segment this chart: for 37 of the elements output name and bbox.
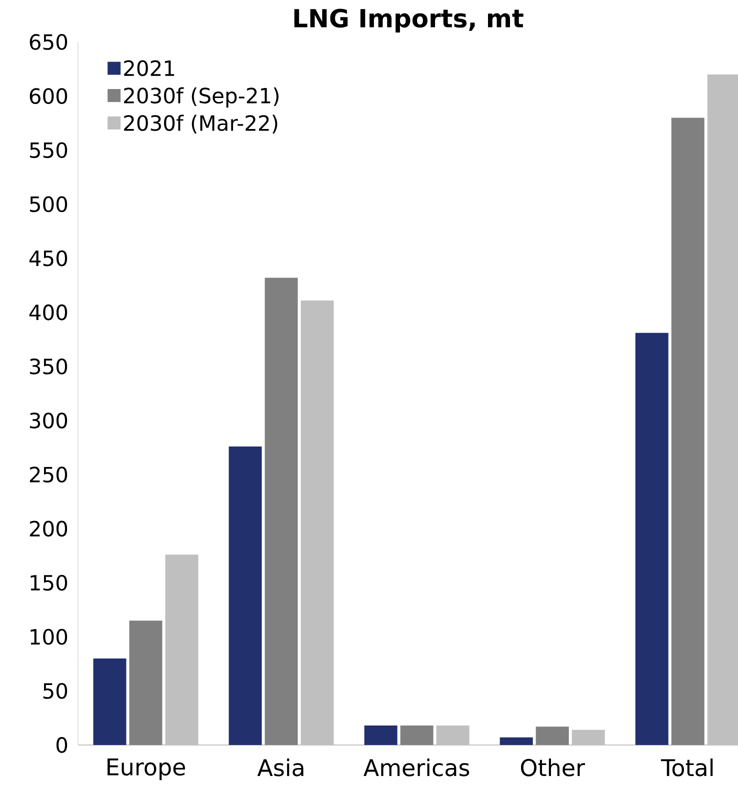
bar [129, 620, 162, 745]
bar [572, 730, 605, 745]
bar [364, 726, 398, 745]
y-tick-label: 400 [29, 304, 68, 320]
y-tick-label: 650 [30, 34, 68, 50]
x-tick-label: Other [520, 758, 585, 776]
bar [93, 658, 126, 745]
bar [264, 278, 298, 745]
y-tick-label: 250 [30, 466, 68, 483]
chart-title: LNG Imports, mt [294, 8, 524, 32]
y-tick-label: 500 [30, 196, 68, 212]
legend-label: 2021 [124, 60, 174, 76]
bar [165, 554, 198, 745]
bar [436, 726, 470, 745]
y-tick-label: 150 [30, 574, 68, 591]
y-tick-label: 0 [56, 737, 68, 753]
bar [635, 332, 668, 745]
bar [500, 737, 533, 745]
x-tick-label: Americas [364, 758, 470, 776]
bar [300, 300, 334, 745]
y-tick-label: 50 [43, 682, 68, 699]
y-tick-label: 350 [30, 358, 68, 374]
y-tick-label: 600 [30, 88, 68, 104]
y-tick-label: 200 [30, 520, 68, 537]
legend-label: 2030f (Sep-21) [124, 87, 279, 108]
bar [671, 118, 704, 745]
x-tick-label: Total [660, 758, 713, 776]
y-tick-label: 300 [30, 412, 68, 428]
bar [536, 726, 569, 745]
y-tick-label: 550 [30, 142, 68, 158]
x-tick-label: Asia [257, 758, 304, 776]
legend-label: 2030f (Mar-22) [124, 114, 278, 134]
bar [400, 726, 434, 745]
y-tick-label: 100 [30, 628, 68, 645]
bar [228, 446, 262, 745]
x-tick-label: Europe [108, 758, 186, 780]
y-tick-label: 450 [29, 250, 68, 266]
